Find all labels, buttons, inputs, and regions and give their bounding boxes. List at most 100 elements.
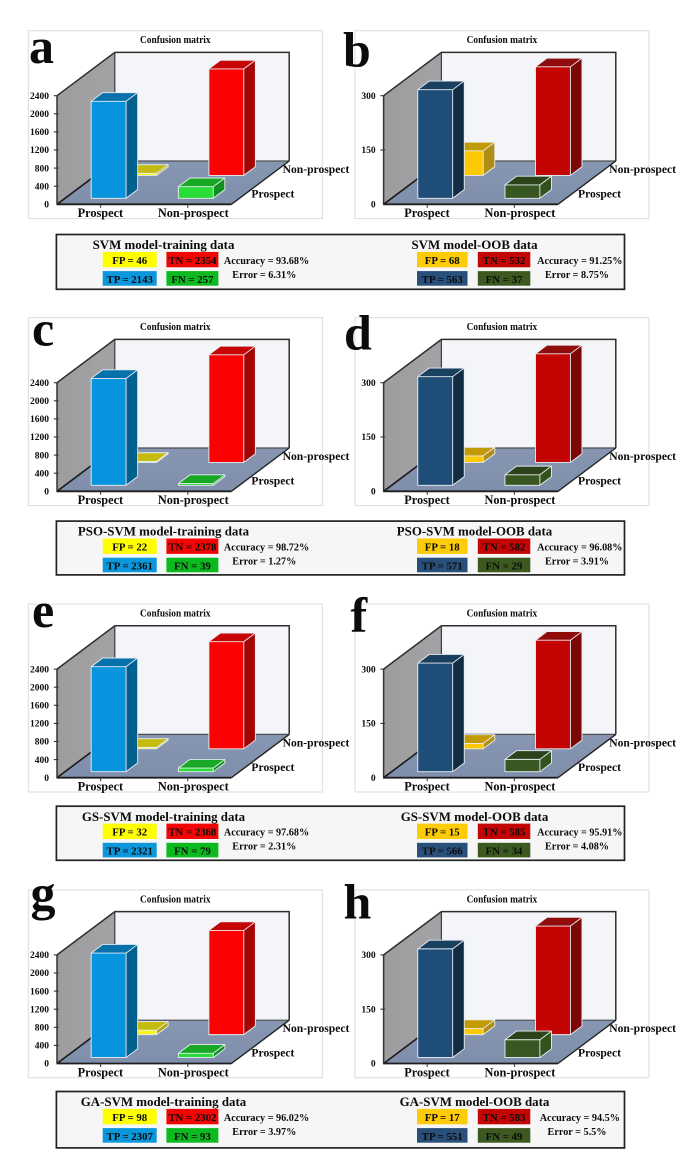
svg-text:Error = 2.31%: Error = 2.31%: [232, 842, 296, 853]
svg-text:Confusion matrix: Confusion matrix: [140, 893, 211, 905]
svg-text:150: 150: [361, 1005, 376, 1015]
svg-text:TN = 2368: TN = 2368: [168, 827, 217, 839]
svg-text:FP = 17: FP = 17: [425, 1112, 461, 1124]
svg-text:Error = 1.27%: Error = 1.27%: [232, 557, 296, 568]
svg-text:400: 400: [35, 182, 50, 192]
svg-text:f: f: [351, 587, 369, 643]
svg-text:2000: 2000: [30, 683, 49, 693]
svg-text:Non-prospect: Non-prospect: [283, 450, 350, 463]
svg-text:Prospect: Prospect: [578, 761, 621, 774]
svg-text:FN = 79: FN = 79: [174, 846, 211, 858]
svg-text:Non-prospect: Non-prospect: [609, 163, 676, 176]
svg-text:Non-prospect: Non-prospect: [158, 780, 230, 794]
svg-text:FN = 29: FN = 29: [486, 560, 523, 572]
svg-text:Confusion matrix: Confusion matrix: [140, 608, 211, 620]
svg-text:Prospect: Prospect: [404, 206, 450, 220]
svg-text:b: b: [343, 22, 371, 78]
svg-text:0: 0: [44, 201, 49, 211]
svg-text:Prospect: Prospect: [578, 1047, 621, 1060]
svg-text:800: 800: [35, 451, 50, 461]
svg-text:FP = 98: FP = 98: [112, 1112, 148, 1124]
svg-text:SVM model-training data: SVM model-training data: [93, 238, 235, 252]
svg-text:2000: 2000: [30, 110, 49, 120]
svg-text:h: h: [344, 874, 372, 930]
svg-text:SVM model-OOB data: SVM model-OOB data: [411, 238, 538, 252]
svg-text:Confusion matrix: Confusion matrix: [467, 34, 538, 46]
svg-text:0: 0: [44, 1060, 49, 1070]
svg-text:FP = 18: FP = 18: [425, 542, 461, 554]
svg-text:0: 0: [371, 1060, 376, 1070]
svg-text:1600: 1600: [30, 415, 49, 425]
svg-text:Error = 6.31%: Error = 6.31%: [232, 270, 296, 281]
svg-text:2400: 2400: [30, 951, 49, 961]
svg-text:Non-prospect: Non-prospect: [158, 206, 230, 220]
svg-text:FP = 22: FP = 22: [112, 542, 147, 554]
svg-text:0: 0: [371, 488, 376, 498]
svg-text:Accuracy = 97.68%: Accuracy = 97.68%: [224, 828, 309, 839]
svg-text:FN = 49: FN = 49: [486, 1131, 523, 1143]
svg-text:GS-SVM model-OOB data: GS-SVM model-OOB data: [401, 810, 549, 824]
svg-text:TP = 571: TP = 571: [422, 560, 463, 572]
svg-text:e: e: [32, 582, 54, 638]
svg-text:TN = 2378: TN = 2378: [168, 542, 217, 554]
svg-text:800: 800: [35, 738, 50, 748]
svg-text:1200: 1200: [30, 1005, 49, 1015]
svg-text:2400: 2400: [30, 379, 49, 389]
svg-text:400: 400: [35, 469, 50, 479]
svg-text:d: d: [344, 305, 372, 361]
svg-text:Prospect: Prospect: [78, 780, 124, 794]
svg-text:Non-prospect: Non-prospect: [283, 163, 350, 176]
svg-text:GA-SVM model-OOB data: GA-SVM model-OOB data: [400, 1095, 550, 1109]
svg-text:300: 300: [361, 951, 376, 961]
svg-text:Prospect: Prospect: [578, 474, 621, 487]
svg-text:Error = 5.5%: Error = 5.5%: [548, 1127, 607, 1138]
svg-text:150: 150: [361, 146, 376, 156]
svg-text:2400: 2400: [30, 665, 49, 675]
svg-text:TN = 583: TN = 583: [483, 1112, 526, 1124]
svg-text:Non-prospect: Non-prospect: [158, 493, 230, 507]
svg-text:Prospect: Prospect: [251, 761, 294, 774]
svg-text:PSO-SVM model-OOB data: PSO-SVM model-OOB data: [397, 525, 553, 539]
svg-text:300: 300: [361, 92, 376, 102]
svg-text:Error = 3.97%: Error = 3.97%: [232, 1127, 296, 1138]
svg-text:TP = 551: TP = 551: [422, 1131, 463, 1143]
svg-text:a: a: [29, 18, 54, 74]
svg-text:1600: 1600: [30, 987, 49, 997]
svg-text:Error = 4.08%: Error = 4.08%: [545, 842, 609, 853]
svg-text:Accuracy = 94.5%: Accuracy = 94.5%: [540, 1113, 620, 1124]
svg-text:FP = 68: FP = 68: [425, 255, 461, 267]
svg-text:c: c: [32, 301, 54, 357]
svg-text:Prospect: Prospect: [404, 780, 450, 794]
svg-text:Non-prospect: Non-prospect: [484, 780, 556, 794]
svg-text:Accuracy = 96.02%: Accuracy = 96.02%: [224, 1113, 309, 1124]
svg-text:800: 800: [35, 1024, 50, 1034]
svg-text:Prospect: Prospect: [78, 206, 124, 220]
svg-text:Prospect: Prospect: [404, 493, 450, 507]
svg-text:Non-prospect: Non-prospect: [484, 1065, 556, 1079]
svg-text:300: 300: [361, 379, 376, 389]
svg-text:FP = 32: FP = 32: [112, 827, 147, 839]
svg-text:Prospect: Prospect: [251, 1047, 294, 1060]
svg-text:Confusion matrix: Confusion matrix: [467, 608, 538, 620]
svg-text:2000: 2000: [30, 397, 49, 407]
svg-text:Confusion matrix: Confusion matrix: [467, 321, 538, 333]
svg-text:300: 300: [361, 665, 376, 675]
svg-text:Prospect: Prospect: [78, 1065, 124, 1079]
svg-text:Accuracy = 91.25%: Accuracy = 91.25%: [537, 256, 622, 267]
svg-text:800: 800: [35, 164, 50, 174]
svg-text:Non-prospect: Non-prospect: [158, 1065, 230, 1079]
svg-text:2400: 2400: [30, 92, 49, 102]
svg-text:TP = 566: TP = 566: [422, 846, 464, 858]
svg-text:Confusion matrix: Confusion matrix: [467, 893, 538, 905]
svg-text:TN = 2302: TN = 2302: [168, 1112, 216, 1124]
svg-text:400: 400: [35, 1042, 50, 1052]
svg-text:1600: 1600: [30, 128, 49, 138]
svg-text:FP = 15: FP = 15: [425, 827, 460, 839]
svg-text:0: 0: [371, 774, 376, 784]
svg-text:2000: 2000: [30, 969, 49, 979]
svg-text:0: 0: [44, 774, 49, 784]
svg-text:Error = 3.91%: Error = 3.91%: [545, 557, 609, 568]
svg-text:TP = 2321: TP = 2321: [107, 846, 153, 858]
svg-text:Non-prospect: Non-prospect: [609, 736, 676, 749]
svg-text:1200: 1200: [30, 720, 49, 730]
